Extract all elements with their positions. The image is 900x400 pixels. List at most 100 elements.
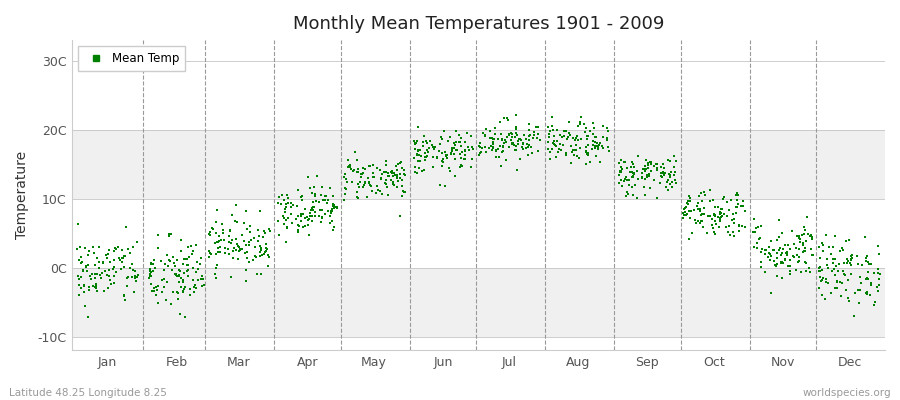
- Point: [74, 260, 88, 266]
- Point: [770, 260, 785, 267]
- Point: [482, 134, 497, 141]
- Point: [353, 179, 367, 185]
- Point: [684, 208, 698, 214]
- Point: [271, 200, 285, 206]
- Point: [92, 244, 106, 250]
- Point: [465, 146, 480, 152]
- Point: [254, 247, 268, 253]
- Point: [178, 314, 193, 320]
- Point: [425, 142, 439, 148]
- Point: [860, 290, 874, 296]
- Point: [248, 235, 262, 241]
- Point: [271, 218, 285, 224]
- Point: [805, 234, 819, 240]
- Point: [705, 216, 719, 223]
- Point: [773, 258, 788, 265]
- Point: [220, 246, 235, 252]
- Point: [802, 265, 816, 271]
- Point: [390, 173, 404, 179]
- Point: [310, 173, 325, 180]
- Point: [377, 168, 392, 175]
- Point: [873, 271, 887, 278]
- Point: [170, 296, 184, 303]
- Point: [305, 204, 320, 211]
- Point: [254, 270, 268, 277]
- Point: [644, 158, 658, 165]
- Point: [562, 119, 577, 126]
- Point: [596, 134, 610, 140]
- Point: [623, 169, 637, 175]
- Point: [730, 204, 744, 210]
- Point: [626, 174, 640, 180]
- Point: [509, 143, 524, 149]
- Point: [858, 234, 872, 240]
- Point: [350, 181, 365, 187]
- Point: [676, 215, 690, 222]
- Point: [643, 159, 657, 166]
- Point: [829, 262, 843, 269]
- Point: [454, 155, 468, 161]
- Point: [295, 223, 310, 230]
- Point: [546, 140, 561, 147]
- Point: [96, 288, 111, 294]
- Point: [860, 289, 874, 295]
- Point: [224, 274, 238, 281]
- Point: [106, 273, 121, 280]
- Point: [202, 250, 217, 256]
- Point: [394, 158, 409, 165]
- Point: [338, 185, 353, 192]
- Point: [148, 265, 162, 272]
- Point: [805, 236, 819, 242]
- Point: [707, 231, 722, 238]
- Point: [238, 208, 253, 214]
- Point: [166, 289, 180, 295]
- Point: [324, 208, 338, 214]
- Point: [596, 145, 610, 151]
- Point: [860, 275, 874, 282]
- Point: [312, 206, 327, 213]
- Point: [713, 218, 727, 224]
- Point: [717, 194, 732, 200]
- Point: [387, 170, 401, 176]
- Point: [576, 121, 590, 127]
- Point: [102, 273, 116, 279]
- Point: [489, 154, 503, 160]
- Point: [722, 207, 736, 214]
- Point: [844, 256, 859, 263]
- Point: [111, 244, 125, 250]
- Point: [568, 137, 582, 144]
- Point: [355, 171, 369, 178]
- Point: [842, 258, 856, 264]
- Point: [766, 247, 780, 254]
- Point: [187, 288, 202, 295]
- Point: [386, 179, 400, 185]
- Point: [89, 288, 104, 294]
- Point: [86, 283, 101, 290]
- Point: [297, 215, 311, 221]
- Point: [103, 259, 117, 265]
- Point: [426, 163, 440, 170]
- Point: [643, 185, 657, 192]
- Point: [326, 201, 340, 207]
- Point: [243, 229, 257, 235]
- Point: [839, 238, 853, 244]
- Point: [612, 160, 626, 166]
- Point: [454, 162, 468, 168]
- Point: [835, 247, 850, 253]
- Point: [76, 266, 91, 273]
- Point: [587, 124, 601, 131]
- Point: [477, 132, 491, 139]
- Point: [611, 180, 625, 186]
- Point: [820, 262, 834, 268]
- Point: [709, 220, 724, 227]
- Point: [707, 217, 722, 224]
- Point: [867, 302, 881, 308]
- Point: [638, 192, 652, 198]
- Point: [88, 281, 103, 287]
- Point: [285, 202, 300, 208]
- Point: [393, 160, 408, 167]
- Point: [225, 248, 239, 254]
- Point: [814, 278, 828, 285]
- Point: [279, 239, 293, 245]
- Point: [196, 282, 211, 289]
